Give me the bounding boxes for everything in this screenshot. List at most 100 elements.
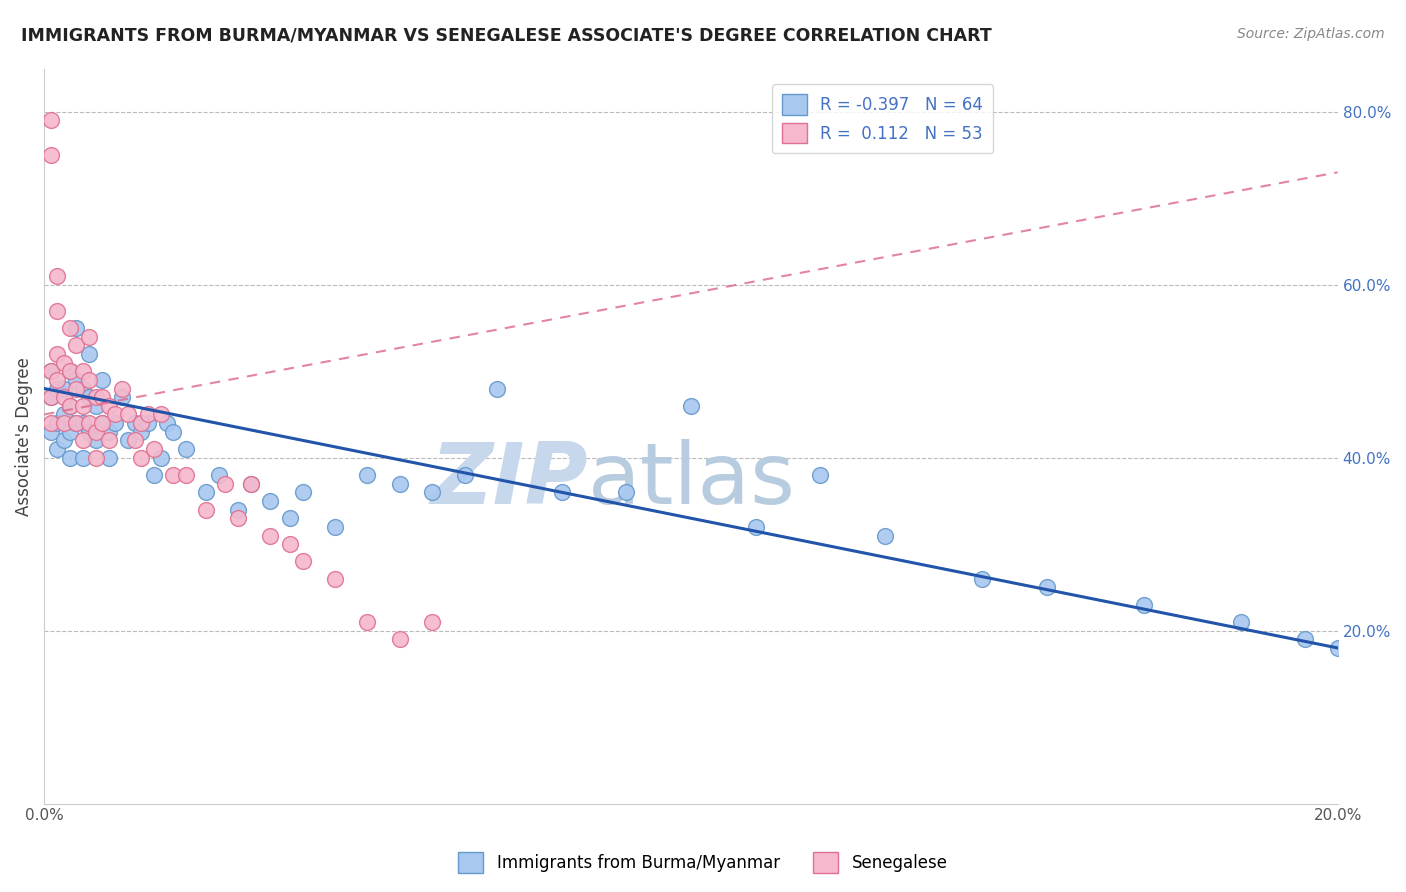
Point	[124, 434, 146, 448]
Point	[259, 494, 281, 508]
Point	[39, 364, 62, 378]
Point	[46, 442, 69, 456]
Point	[356, 615, 378, 629]
Point	[46, 382, 69, 396]
Point	[84, 390, 107, 404]
Point	[84, 399, 107, 413]
Point	[39, 113, 62, 128]
Point	[79, 390, 101, 404]
Point	[79, 329, 101, 343]
Point	[97, 425, 120, 439]
Point	[176, 467, 198, 482]
Point	[679, 399, 702, 413]
Point	[111, 390, 134, 404]
Point	[39, 364, 62, 378]
Point	[91, 416, 114, 430]
Point	[356, 467, 378, 482]
Point	[278, 511, 301, 525]
Point	[39, 425, 62, 439]
Point	[111, 382, 134, 396]
Point	[91, 373, 114, 387]
Text: Source: ZipAtlas.com: Source: ZipAtlas.com	[1237, 27, 1385, 41]
Point	[65, 321, 87, 335]
Point	[59, 399, 82, 413]
Point	[485, 382, 508, 396]
Point	[46, 347, 69, 361]
Point	[143, 467, 166, 482]
Point	[388, 476, 411, 491]
Point	[117, 408, 139, 422]
Legend: Immigrants from Burma/Myanmar, Senegalese: Immigrants from Burma/Myanmar, Senegales…	[451, 846, 955, 880]
Point	[59, 450, 82, 465]
Point	[97, 399, 120, 413]
Point	[240, 476, 263, 491]
Text: ZIP: ZIP	[430, 439, 588, 522]
Point	[91, 390, 114, 404]
Point	[52, 355, 75, 369]
Point	[39, 390, 62, 404]
Point	[52, 434, 75, 448]
Point	[214, 476, 236, 491]
Point	[52, 390, 75, 404]
Point	[79, 416, 101, 430]
Point	[162, 425, 184, 439]
Point	[388, 632, 411, 647]
Point	[323, 520, 346, 534]
Point	[550, 485, 572, 500]
Point	[59, 321, 82, 335]
Point	[240, 476, 263, 491]
Text: atlas: atlas	[588, 439, 796, 522]
Point	[59, 399, 82, 413]
Point	[420, 615, 443, 629]
Point	[65, 373, 87, 387]
Point	[46, 269, 69, 284]
Point	[79, 373, 101, 387]
Point	[124, 416, 146, 430]
Point	[59, 425, 82, 439]
Point	[84, 434, 107, 448]
Point	[194, 485, 217, 500]
Point	[72, 450, 94, 465]
Point	[129, 450, 152, 465]
Point	[39, 390, 62, 404]
Point	[39, 148, 62, 162]
Point	[72, 416, 94, 430]
Point	[1229, 615, 1251, 629]
Point	[65, 416, 87, 430]
Text: IMMIGRANTS FROM BURMA/MYANMAR VS SENEGALESE ASSOCIATE'S DEGREE CORRELATION CHART: IMMIGRANTS FROM BURMA/MYANMAR VS SENEGAL…	[21, 27, 991, 45]
Point	[39, 416, 62, 430]
Point	[46, 373, 69, 387]
Point	[84, 425, 107, 439]
Point	[65, 416, 87, 430]
Point	[176, 442, 198, 456]
Point	[65, 338, 87, 352]
Point	[1294, 632, 1316, 647]
Point	[91, 416, 114, 430]
Point	[52, 408, 75, 422]
Point	[129, 425, 152, 439]
Point	[873, 528, 896, 542]
Point	[59, 364, 82, 378]
Point	[59, 364, 82, 378]
Point	[1132, 598, 1154, 612]
Point	[291, 554, 314, 568]
Point	[72, 364, 94, 378]
Point	[1035, 581, 1057, 595]
Point	[104, 408, 127, 422]
Legend: R = -0.397   N = 64, R =  0.112   N = 53: R = -0.397 N = 64, R = 0.112 N = 53	[772, 84, 993, 153]
Point	[52, 382, 75, 396]
Point	[194, 502, 217, 516]
Point	[614, 485, 637, 500]
Point	[97, 450, 120, 465]
Point	[143, 442, 166, 456]
Point	[136, 408, 159, 422]
Point	[226, 511, 249, 525]
Point	[72, 399, 94, 413]
Point	[291, 485, 314, 500]
Point	[65, 382, 87, 396]
Point	[259, 528, 281, 542]
Point	[129, 416, 152, 430]
Point	[278, 537, 301, 551]
Point	[84, 450, 107, 465]
Point	[970, 572, 993, 586]
